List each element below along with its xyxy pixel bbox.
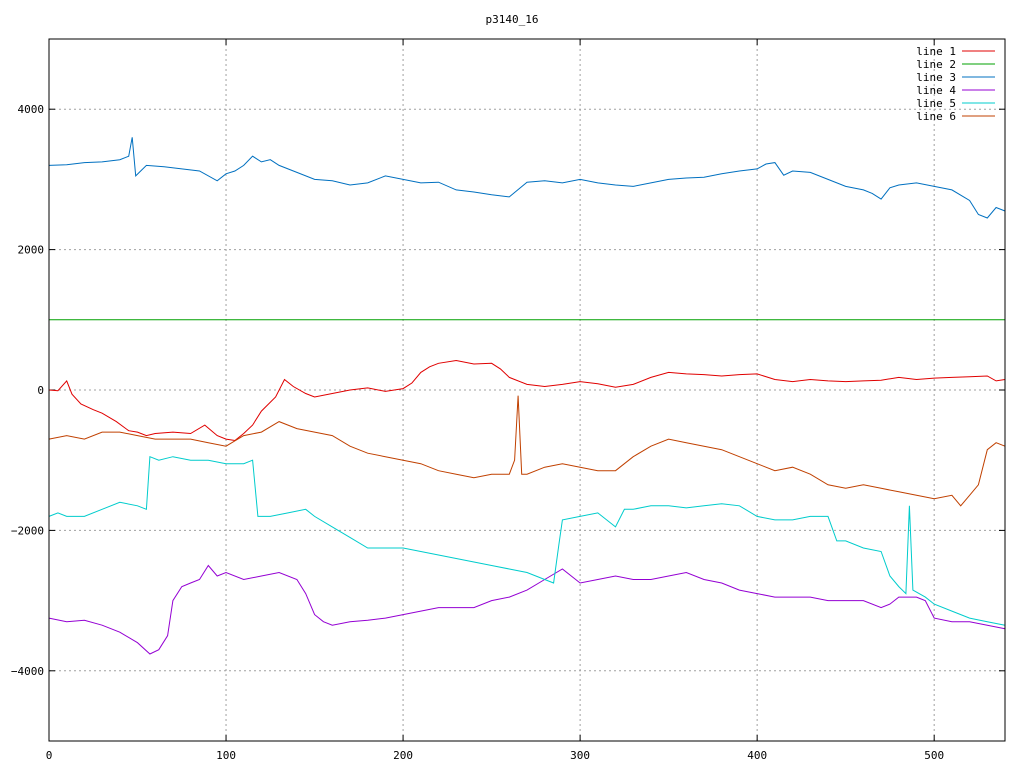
legend-label-5: line 5 — [916, 97, 956, 110]
axes: 0 100 200 300 400 500 −4000 −2000 0 2000 4000 — [11, 39, 1005, 762]
legend-label-1: line 1 — [916, 45, 956, 58]
x-tick-label: 300 — [570, 749, 590, 762]
legend-label-6: line 6 — [916, 110, 956, 123]
series-line-5 — [48, 455, 1006, 626]
series-line-6 — [48, 395, 1006, 507]
series-line-1 — [48, 359, 1006, 442]
legend-label-4: line 4 — [916, 84, 956, 97]
legend-label-2: line 2 — [916, 58, 956, 71]
chart-title: p3140_16 — [486, 13, 539, 26]
y-tick-label: −4000 — [11, 665, 44, 678]
x-tick-label: 0 — [46, 749, 53, 762]
x-tick-label: 200 — [393, 749, 413, 762]
legend-label-3: line 3 — [916, 71, 956, 84]
plot-frame — [48, 38, 1006, 742]
series-group — [48, 137, 1006, 655]
grid — [49, 39, 1005, 741]
y-tick-label: 0 — [37, 384, 44, 397]
series-line-3 — [48, 137, 1006, 219]
y-tick-label: 4000 — [18, 103, 45, 116]
x-tick-label: 100 — [216, 749, 236, 762]
y-tick-label: 2000 — [18, 244, 45, 257]
y-tick-label: −2000 — [11, 524, 44, 537]
x-tick-label: 500 — [924, 749, 944, 762]
x-tick-label: 400 — [747, 749, 767, 762]
series-line-4 — [48, 564, 1006, 655]
